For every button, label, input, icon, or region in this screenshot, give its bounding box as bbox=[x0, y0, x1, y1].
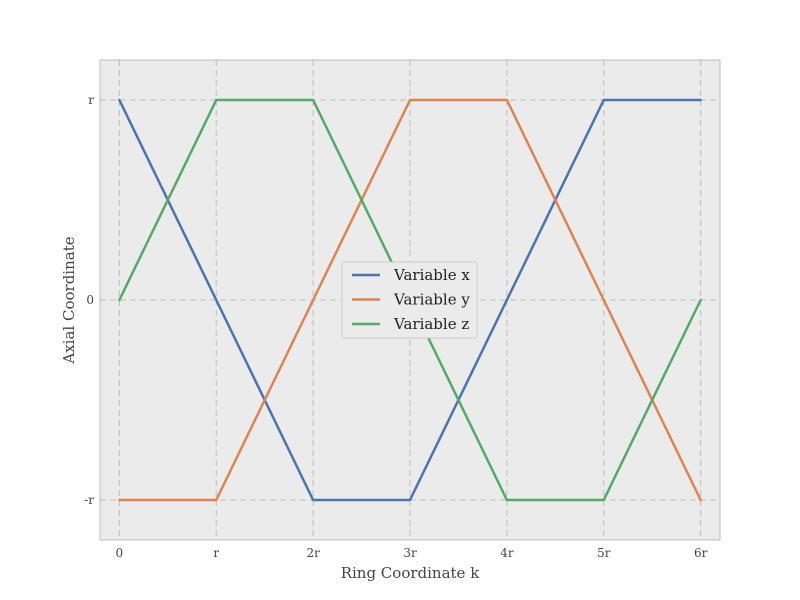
x-tick-label: 3r bbox=[403, 546, 417, 560]
legend: Variable x Variable y Variable z bbox=[341, 261, 478, 339]
legend-box bbox=[341, 261, 478, 339]
x-axis-label: Ring Coordinate k bbox=[341, 564, 481, 582]
y-tick-label: -r bbox=[84, 493, 94, 507]
x-tick-label: 5r bbox=[597, 546, 611, 560]
y-axis-label: Axial Coordinate bbox=[60, 236, 78, 364]
x-tick-label: r bbox=[213, 546, 219, 560]
legend-label-2: Variable y bbox=[393, 291, 470, 309]
x-tick-label: 6r bbox=[694, 546, 708, 560]
x-tick-label: 2r bbox=[306, 546, 320, 560]
series-line-1 bbox=[118, 98, 702, 502]
legend-label-1: Variable x bbox=[393, 266, 470, 284]
x-tick-label: 4r bbox=[500, 546, 514, 560]
series-line-2 bbox=[118, 98, 702, 502]
y-tick-label: r bbox=[88, 93, 94, 107]
legend-label-3: Variable z bbox=[393, 315, 469, 333]
tick-labels: 0 r 2r 3r 4r 5r 6r -r 0 r bbox=[84, 93, 707, 560]
y-tick-label: 0 bbox=[86, 293, 94, 307]
x-tick-label: 0 bbox=[116, 546, 124, 560]
